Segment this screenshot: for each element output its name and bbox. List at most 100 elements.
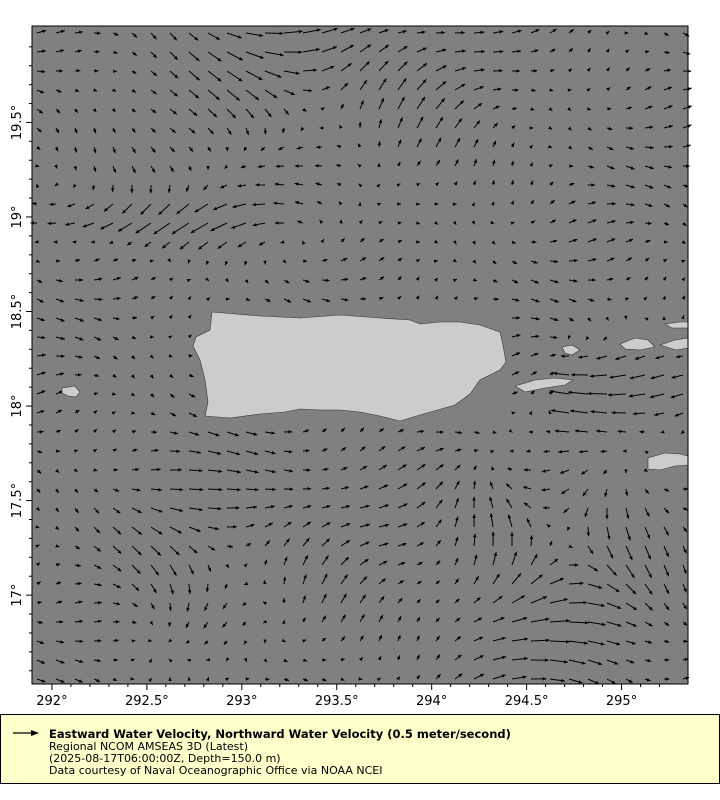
current-vector-arrow [243,563,248,568]
current-vector-arrow [397,139,402,148]
current-vector-arrow [359,635,364,642]
current-vector-arrow [376,677,381,682]
current-vector-arrow [528,144,534,149]
current-vector-arrow [568,544,573,549]
current-vector-arrow [473,673,485,680]
current-vector-arrow [245,487,259,492]
current-vector-arrow [522,486,532,490]
current-vector-arrow [245,469,259,474]
current-vector-arrow [93,355,101,360]
current-vector-arrow [188,165,192,172]
current-vector-arrow [587,545,594,555]
current-vector-arrow [340,27,355,34]
current-vector-arrow [187,296,192,301]
current-vector-arrow [55,581,62,585]
current-vector-arrow [472,240,476,245]
current-vector-arrow [283,487,294,491]
current-vector-arrow [358,677,363,681]
current-vector-arrow [568,620,589,625]
current-vector-arrow [378,542,389,547]
current-vector-arrow [454,557,459,566]
current-vector-arrow [112,564,122,572]
current-vector-arrow [397,295,402,300]
current-vector-arrow [377,163,381,167]
current-vector-arrow [302,617,306,623]
current-vector-arrow [237,241,247,248]
current-vector-arrow [55,372,65,376]
current-vector-arrow [302,555,309,566]
current-vector-arrow [140,203,152,215]
current-vector-arrow [415,276,420,281]
current-vector-arrow [188,526,201,532]
current-vector-arrow [294,201,304,205]
current-vector-arrow [283,50,303,54]
current-vector-arrow [587,126,592,131]
current-vector-arrow [397,30,407,34]
current-vector-arrow [245,505,258,509]
current-vector-arrow [605,48,610,53]
current-vector-arrow [473,617,483,623]
current-vector-arrow [226,487,241,492]
current-vector-arrow [93,317,103,322]
current-vector-arrow [434,202,439,206]
current-vector-arrow [378,296,384,301]
current-vector-arrow [55,429,62,434]
current-vector-arrow [321,538,331,547]
current-vector-arrow [511,656,528,661]
current-vector-arrow [245,450,259,456]
current-vector-arrow [473,102,483,110]
current-vector-arrow [47,221,57,226]
current-vector-arrow [150,583,157,594]
current-vector-arrow [529,126,534,130]
current-vector-arrow [340,593,347,604]
current-vector-arrow [321,65,335,72]
current-vector-arrow [606,583,620,593]
current-vector-arrow [625,583,637,595]
current-vector-arrow [340,427,346,433]
current-vector-arrow [35,544,40,548]
current-vector-arrow [378,276,385,281]
current-vector-arrow [663,32,669,37]
current-vector-arrow [36,390,46,395]
current-vector-arrow [454,598,460,604]
current-vector-arrow [358,183,363,188]
current-vector-arrow [340,44,355,53]
current-vector-arrow [283,677,290,682]
current-vector-arrow [302,48,320,53]
current-vector-arrow [567,126,572,131]
current-vector-arrow [454,536,459,547]
current-vector-arrow [264,431,276,435]
current-vector-arrow [473,554,478,566]
current-vector-arrow [530,371,538,376]
current-vector-arrow [548,107,553,112]
current-vector-arrow [93,601,102,605]
x-tick-label: 292.5° [125,694,169,709]
current-vector-arrow [65,222,76,226]
current-vector-arrow [260,146,266,151]
current-vector-arrow [543,449,551,454]
current-vector-arrow [359,558,369,566]
current-vector-arrow [190,222,209,234]
current-vector-arrow [35,562,41,567]
current-vector-arrow [560,488,570,495]
current-vector-arrow [359,28,372,34]
current-vector-arrow [245,677,250,681]
current-vector-arrow [541,469,551,473]
current-vector-arrow [321,467,329,472]
current-vector-arrow [130,374,135,379]
current-vector-arrow [321,555,329,566]
current-vector-arrow [563,507,570,514]
current-vector-arrow [595,429,608,433]
current-vector-arrow [74,373,82,377]
current-vector-arrow [473,68,485,72]
current-vector-arrow [585,336,590,341]
current-vector-arrow [150,295,156,300]
current-vector-arrow [321,677,327,682]
current-vector-arrow [663,526,670,536]
current-vector-arrow [454,578,460,585]
current-vector-arrow [568,48,574,53]
current-vector-arrow [434,221,439,225]
current-vector-arrow [74,409,80,414]
current-vector-arrow [340,504,351,509]
current-vector-arrow [549,239,558,244]
